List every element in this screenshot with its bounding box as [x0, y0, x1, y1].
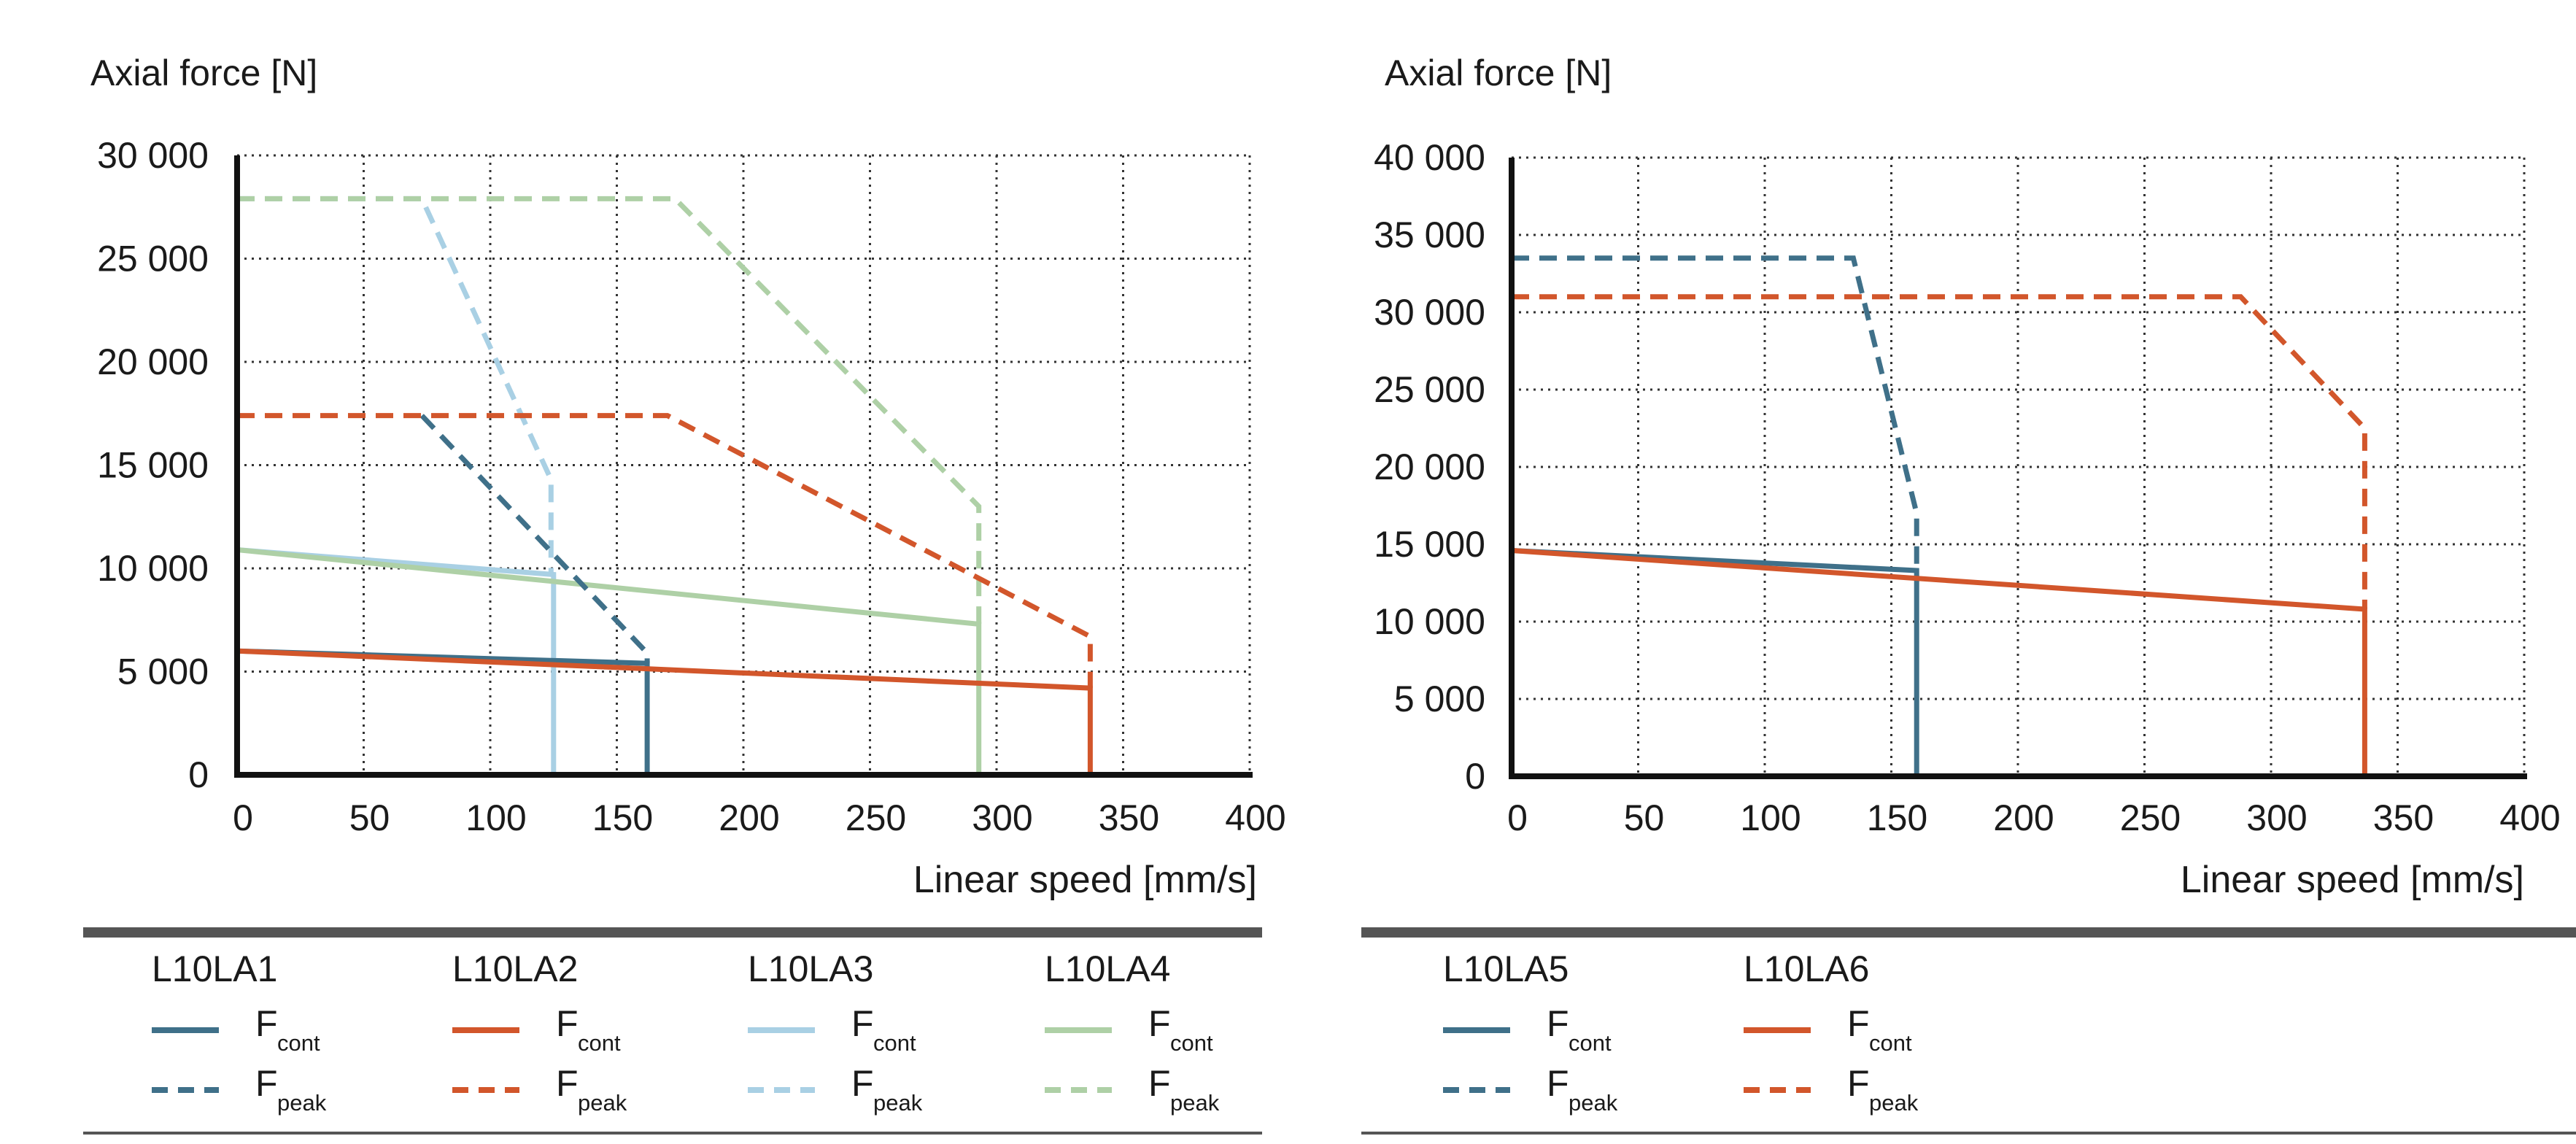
l10la6-fcont-line [1511, 548, 2367, 776]
legend-title: L10LA1 [152, 948, 277, 989]
legend-fcont-label: F [851, 1003, 874, 1044]
chart-1: Axial force [N] 0 5 000 10 000 15 000 20 000 2… [83, 53, 1286, 1135]
legend-fcont-subscript: cont [578, 1030, 621, 1056]
y-tick-label: 5 000 [1394, 679, 1485, 719]
y-tick-label: 25 000 [1374, 369, 1485, 410]
legend-fcont-subscript: cont [1869, 1030, 1912, 1056]
legend-fcont-subscript: cont [1569, 1030, 1612, 1056]
legend-fcont-subscript: cont [873, 1030, 916, 1056]
y-tick-label: 30 000 [97, 135, 209, 176]
y-tick-label: 15 000 [97, 445, 209, 486]
legend-fpeak-label: F [556, 1063, 579, 1104]
y-tick-label: 35 000 [1374, 214, 1485, 255]
y-tick-label: 0 [1465, 756, 1485, 797]
legend-fcont-subscript: cont [1170, 1030, 1213, 1056]
legend-fpeak-label: F [1847, 1063, 1870, 1104]
y-tick-label: 10 000 [97, 548, 209, 589]
x-tick-label: 0 [1507, 797, 1528, 838]
x-tick-label: 200 [719, 797, 779, 838]
gridlines [237, 154, 1251, 775]
l10la3-fpeak-line [237, 196, 554, 575]
legend-fpeak-subscript: peak [1569, 1090, 1618, 1116]
legend-fpeak-subscript: peak [1869, 1090, 1919, 1116]
legend-title: L10LA2 [452, 948, 578, 989]
y-tick-label: 5 000 [117, 652, 209, 692]
x-tick-label: 150 [1867, 797, 1927, 838]
l10la1-fpeak-line [419, 414, 650, 664]
legend-fpeak-label: F [1547, 1063, 1569, 1104]
chart-2: Axial force [N] 0 5 000 10 000 15 000 20 000 2… [1361, 53, 2576, 1135]
x-tick-label: 300 [972, 797, 1032, 838]
l10la5-fpeak-line [1512, 255, 1919, 571]
l10la4-fpeak-line [237, 196, 982, 625]
gridlines [1512, 156, 2526, 776]
y-tick-label: 20 000 [97, 341, 209, 382]
y-tick-label: 15 000 [1374, 524, 1485, 565]
legend-fpeak-subscript: peak [1170, 1090, 1220, 1116]
legend-fcont-label: F [255, 1003, 278, 1044]
l10la5-fcont-line [1511, 548, 1919, 776]
l10la2-fcont-line [236, 648, 1093, 775]
x-tick-label: 200 [1993, 797, 2054, 838]
x-tick-label: 50 [1624, 797, 1665, 838]
legend-fpeak-label: F [851, 1063, 874, 1104]
legend-fcont-label: F [556, 1003, 579, 1044]
x-tick-label: 300 [2246, 797, 2307, 838]
l10la1-fcont-line [236, 648, 650, 775]
legend-title: L10LA6 [1744, 948, 1869, 989]
x-tick-label: 350 [2373, 797, 2434, 838]
x-tick-label: 350 [1099, 797, 1159, 838]
series-group [1511, 255, 2367, 776]
x-tick-label: 150 [592, 797, 653, 838]
series-group [236, 196, 1093, 775]
y-axis-title: Axial force [N] [1385, 53, 1612, 93]
x-tick-label: 250 [2120, 797, 2181, 838]
y-tick-label: 25 000 [97, 239, 209, 279]
y-tick-label: 0 [188, 754, 209, 795]
legend-fpeak-label: F [255, 1063, 278, 1104]
x-tick-label: 400 [2499, 797, 2560, 838]
x-axis-title: Linear speed [mm/s] [2181, 859, 2524, 901]
l10la4-fcont-line [236, 547, 982, 775]
x-tick-label: 100 [465, 797, 526, 838]
l10la6-fpeak-line [1512, 294, 2367, 609]
x-tick-label: 0 [233, 797, 253, 838]
legend-fpeak-subscript: peak [277, 1090, 327, 1116]
legend-fcont-label: F [1148, 1003, 1171, 1044]
y-tick-label: 30 000 [1374, 292, 1485, 333]
y-tick-label: 40 000 [1374, 137, 1485, 178]
legend-fcont-subscript: cont [277, 1030, 320, 1056]
x-tick-label: 400 [1225, 797, 1285, 838]
legend-fpeak-subscript: peak [578, 1090, 627, 1116]
y-tick-label: 10 000 [1374, 601, 1485, 642]
legend-fpeak-subscript: peak [873, 1090, 923, 1116]
x-tick-label: 100 [1740, 797, 1801, 838]
y-tick-label: 20 000 [1374, 447, 1485, 487]
legend-title: L10LA5 [1443, 948, 1569, 989]
y-axis-title: Axial force [N] [90, 53, 317, 93]
x-tick-label: 50 [349, 797, 390, 838]
legend-fcont-label: F [1547, 1003, 1569, 1044]
legend-title: L10LA3 [748, 948, 873, 989]
l10la2-fpeak-line [237, 413, 1093, 689]
x-axis-title: Linear speed [mm/s] [913, 859, 1257, 901]
legend-fcont-label: F [1847, 1003, 1870, 1044]
x-tick-label: 250 [846, 797, 906, 838]
legend-fpeak-label: F [1148, 1063, 1171, 1104]
legend-title: L10LA4 [1045, 948, 1170, 989]
